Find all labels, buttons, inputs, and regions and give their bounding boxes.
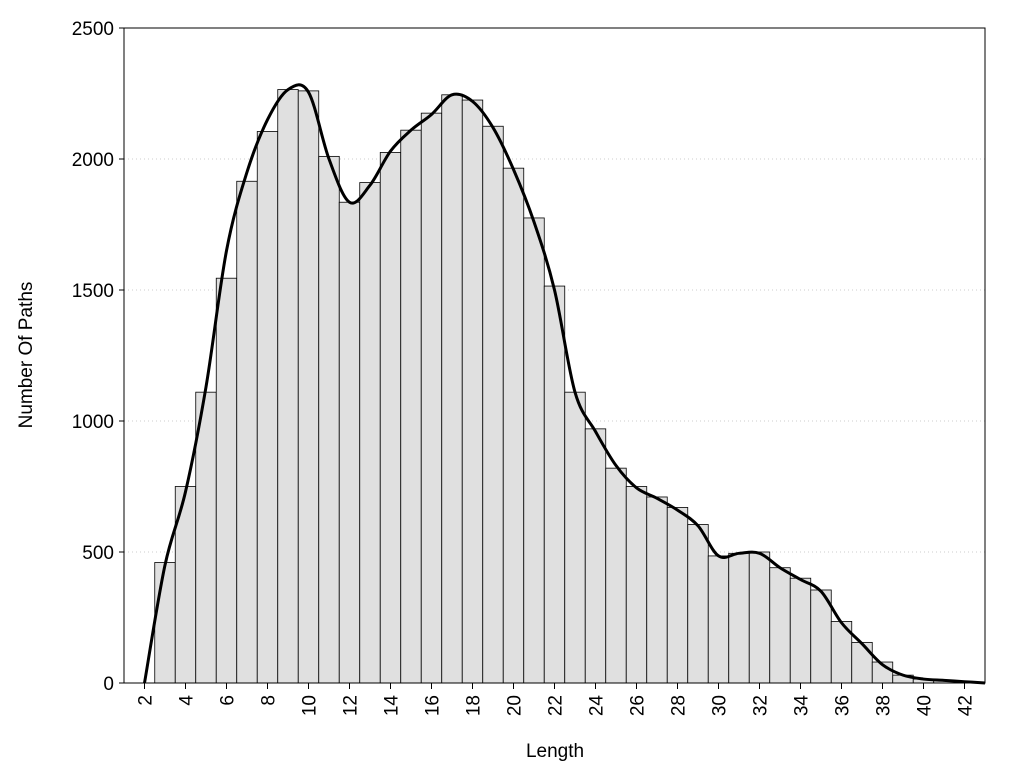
y-tick-label: 1000 bbox=[72, 412, 114, 433]
x-tick-label: 34 bbox=[792, 695, 813, 717]
x-axis-label: Length bbox=[526, 741, 584, 762]
bar bbox=[646, 496, 668, 684]
plot-frame bbox=[123, 27, 986, 684]
bar bbox=[687, 524, 709, 684]
bar bbox=[154, 562, 176, 684]
bar bbox=[707, 555, 730, 684]
bar bbox=[420, 112, 443, 684]
bar bbox=[543, 285, 566, 684]
x-tick-label: 12 bbox=[341, 695, 362, 716]
bar bbox=[277, 89, 299, 684]
x-tick-label: 10 bbox=[300, 695, 321, 716]
bar bbox=[584, 428, 607, 684]
bar bbox=[666, 507, 689, 684]
bar bbox=[318, 155, 340, 684]
x-tick-label: 4 bbox=[177, 695, 198, 706]
bar bbox=[564, 391, 586, 684]
x-tick-label: 20 bbox=[505, 695, 526, 716]
x-tick-label: 30 bbox=[710, 695, 731, 716]
x-tick-label: 28 bbox=[669, 695, 690, 716]
bar bbox=[297, 90, 320, 684]
bar bbox=[789, 577, 812, 684]
bar bbox=[769, 567, 791, 684]
bar bbox=[359, 182, 381, 684]
bar bbox=[728, 552, 750, 684]
bar bbox=[605, 467, 627, 684]
x-tick-label: 32 bbox=[751, 695, 772, 716]
bar bbox=[502, 167, 525, 684]
bar bbox=[256, 131, 279, 684]
x-tick-label: 26 bbox=[628, 695, 649, 716]
x-tick-label: 14 bbox=[382, 695, 403, 717]
y-tick-label: 2000 bbox=[72, 150, 114, 171]
bar bbox=[748, 551, 771, 684]
x-tick-label: 6 bbox=[218, 695, 239, 706]
bar bbox=[236, 180, 258, 684]
y-tick-label: 0 bbox=[103, 674, 114, 695]
x-tick-label: 40 bbox=[915, 695, 936, 716]
bar bbox=[625, 486, 648, 684]
bar bbox=[338, 201, 361, 684]
bar bbox=[461, 99, 484, 684]
x-tick-label: 18 bbox=[464, 695, 485, 716]
x-tick-label: 22 bbox=[546, 695, 567, 716]
bar bbox=[523, 217, 545, 684]
y-tick-label: 500 bbox=[82, 543, 114, 564]
x-tick-label: 2 bbox=[136, 695, 157, 706]
bar bbox=[195, 391, 217, 684]
bar bbox=[379, 152, 402, 684]
bar bbox=[441, 94, 463, 684]
y-axis-label: Number Of Paths bbox=[16, 282, 37, 429]
bar bbox=[851, 641, 873, 684]
x-tick-label: 38 bbox=[874, 695, 895, 716]
bar bbox=[215, 277, 238, 684]
x-tick-label: 24 bbox=[587, 695, 608, 717]
bar bbox=[482, 125, 504, 684]
density-curve bbox=[143, 83, 986, 685]
y-tick-label: 1500 bbox=[72, 281, 114, 302]
x-tick-label: 36 bbox=[833, 695, 854, 716]
x-tick-label: 16 bbox=[423, 695, 444, 716]
x-tick-label: 42 bbox=[956, 695, 977, 716]
bar bbox=[400, 129, 422, 684]
x-tick-label: 8 bbox=[259, 695, 280, 706]
y-tick-label: 2500 bbox=[72, 19, 114, 40]
